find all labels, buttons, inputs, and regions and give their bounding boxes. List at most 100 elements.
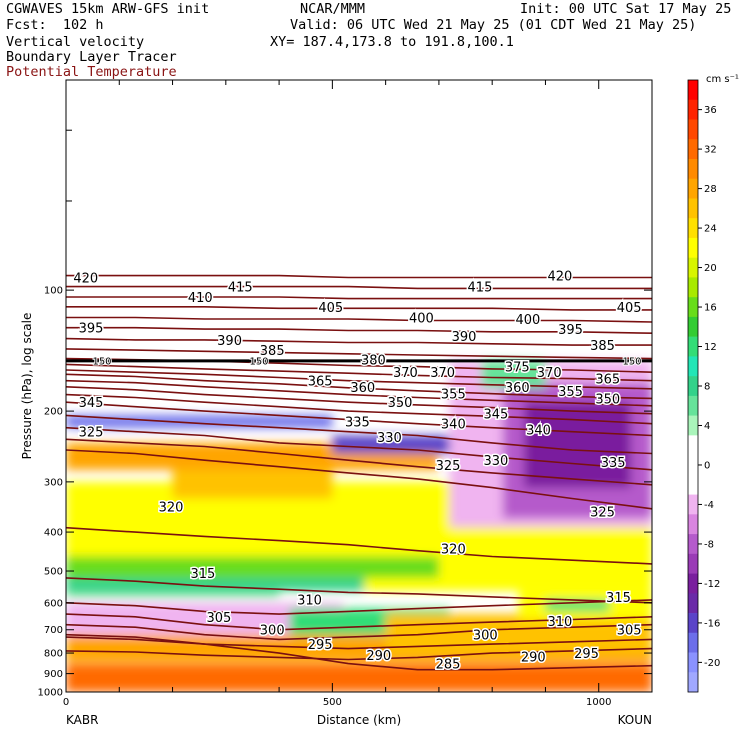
colorbar-label-20: 20 — [704, 263, 717, 274]
tracer-label-2: 150 — [622, 356, 641, 367]
endpoint-left: KABR — [66, 713, 98, 727]
colorbar-label--16: -16 — [704, 618, 720, 629]
w-blob-12 — [545, 599, 610, 612]
colorbar-swatch-10 — [688, 356, 698, 377]
x-axis: 0 500 1000 — [63, 80, 653, 708]
w-blob-13 — [66, 415, 333, 428]
y-tick-label-200: 200 — [44, 407, 63, 418]
colorbar-label-24: 24 — [704, 224, 717, 235]
theta-label-20: 365 — [308, 375, 333, 390]
colorbar-swatch-30 — [688, 158, 698, 180]
theta-label-28: 345 — [79, 396, 104, 411]
colorbar-swatch--6 — [688, 514, 698, 535]
y-tick-label-900: 900 — [44, 669, 63, 680]
theta-label-6: 420 — [547, 270, 572, 285]
y-axis: 100 200 300 400 500 600 700 800 900 1000 — [38, 129, 652, 699]
theta-label-52: 290 — [521, 650, 546, 665]
theta-label-36: 325 — [79, 426, 104, 441]
theta-contour-305 — [66, 613, 652, 631]
colorbar-swatch-38 — [688, 80, 698, 101]
colorbar-swatch-20 — [688, 257, 698, 278]
theta-label-31: 340 — [526, 423, 551, 438]
colorbar-label-28: 28 — [704, 184, 717, 195]
theta-label-25: 355 — [558, 385, 583, 400]
header-init: Init: 00 UTC Sat 17 May 25 — [520, 1, 732, 17]
theta-contour-335 — [66, 426, 652, 471]
colorbar-swatch-8 — [688, 376, 698, 397]
header-forecast: Fcst: 102 h — [6, 17, 104, 33]
theta-label-43: 310 — [297, 593, 322, 608]
theta-label-45: 305 — [207, 611, 232, 626]
header-title: CGWAVES 15km ARW-GFS init — [6, 1, 210, 17]
colorbar-swatch-34 — [688, 119, 698, 140]
theta-contour-375 — [66, 363, 652, 382]
w-blob-17 — [524, 402, 631, 488]
y-tick-label-600: 600 — [44, 598, 63, 609]
theta-label-40: 320 — [441, 543, 466, 558]
theta-label-24: 355 — [441, 388, 466, 403]
theta-contour-290 — [66, 647, 652, 661]
y-tick-label-400: 400 — [44, 528, 63, 539]
theta-contour-355 — [66, 386, 652, 415]
colorbar-unit: cm s⁻¹ — [706, 74, 739, 85]
theta-label-4: 400 — [409, 312, 434, 327]
y-tick-label-500: 500 — [44, 567, 63, 578]
theta-label-32: 335 — [345, 415, 370, 430]
x-tick-label-500: 500 — [323, 697, 342, 708]
theta-label-7: 405 — [617, 301, 642, 316]
theta-label-22: 360 — [350, 381, 375, 396]
colorbar: 36 32 28 24 20 16 12 8 4 0 -4 -8 -12 -16 -20 — [687, 79, 720, 693]
header-valid: Valid: 06 UTC Wed 21 May 25 (01 CDT Wed … — [290, 17, 697, 33]
y-tick-label-1000: 1000 — [38, 688, 63, 699]
theta-contour-365 — [66, 373, 652, 400]
colorbar-label--4: -4 — [704, 500, 714, 511]
theta-contour-410 — [66, 296, 652, 300]
theta-label-1: 410 — [188, 291, 213, 306]
w-blob-2 — [172, 469, 333, 499]
colorbar-label-32: 32 — [704, 145, 717, 156]
theta-label-37: 325 — [436, 459, 461, 474]
theta-label-35: 330 — [484, 454, 509, 469]
colorbar-swatch--18 — [688, 632, 698, 653]
colorbar-label--20: -20 — [704, 658, 720, 669]
colorbar-label-4: 4 — [704, 421, 710, 432]
w-blob-5 — [66, 590, 280, 597]
colorbar-swatch--4 — [688, 494, 698, 515]
colorbar-swatch-28 — [688, 178, 698, 199]
theta-contour-320 — [66, 526, 652, 565]
theta-contour-345 — [66, 401, 652, 437]
colorbar-swatch--22 — [688, 672, 698, 693]
tracer-line: 150 150 150 — [66, 355, 652, 368]
colorbar-swatch-26 — [688, 198, 698, 219]
theta-contour-400 — [66, 316, 652, 323]
colorbar-swatch-12 — [688, 336, 698, 357]
theta-contour-350 — [66, 393, 652, 425]
colorbar-swatch-6 — [688, 395, 698, 416]
theta-contour-415 — [66, 285, 652, 290]
theta-label-15: 380 — [361, 354, 386, 369]
theta-label-46: 305 — [617, 624, 642, 639]
theta-label-51: 290 — [366, 649, 391, 664]
colorbar-swatch--2 — [688, 474, 698, 495]
theta-label-48: 300 — [473, 629, 498, 644]
theta-label-44: 310 — [547, 615, 572, 630]
theta-label-26: 350 — [388, 396, 413, 411]
theta-label-12: 395 — [558, 323, 583, 338]
colorbar-swatch--20 — [688, 652, 698, 673]
y-tick-label-800: 800 — [44, 649, 63, 660]
theta-label-41: 315 — [191, 567, 216, 582]
theta-label-50: 295 — [574, 647, 599, 662]
theta-label-29: 345 — [484, 408, 509, 423]
colorbar-label--8: -8 — [704, 539, 714, 550]
theta-contour-330 — [66, 438, 652, 486]
colorbar-label-8: 8 — [704, 382, 710, 393]
y-axis-label: Pressure (hPa), log scale — [20, 313, 34, 460]
theta-label-11: 400 — [515, 313, 540, 328]
w-blob-3 — [66, 556, 439, 578]
colorbar-swatch-0 — [688, 455, 698, 476]
colorbar-swatch-22 — [688, 237, 698, 258]
theta-label-14: 385 — [590, 339, 615, 354]
theta-label-27: 350 — [595, 392, 620, 407]
theta-label-0: 420 — [73, 271, 98, 286]
